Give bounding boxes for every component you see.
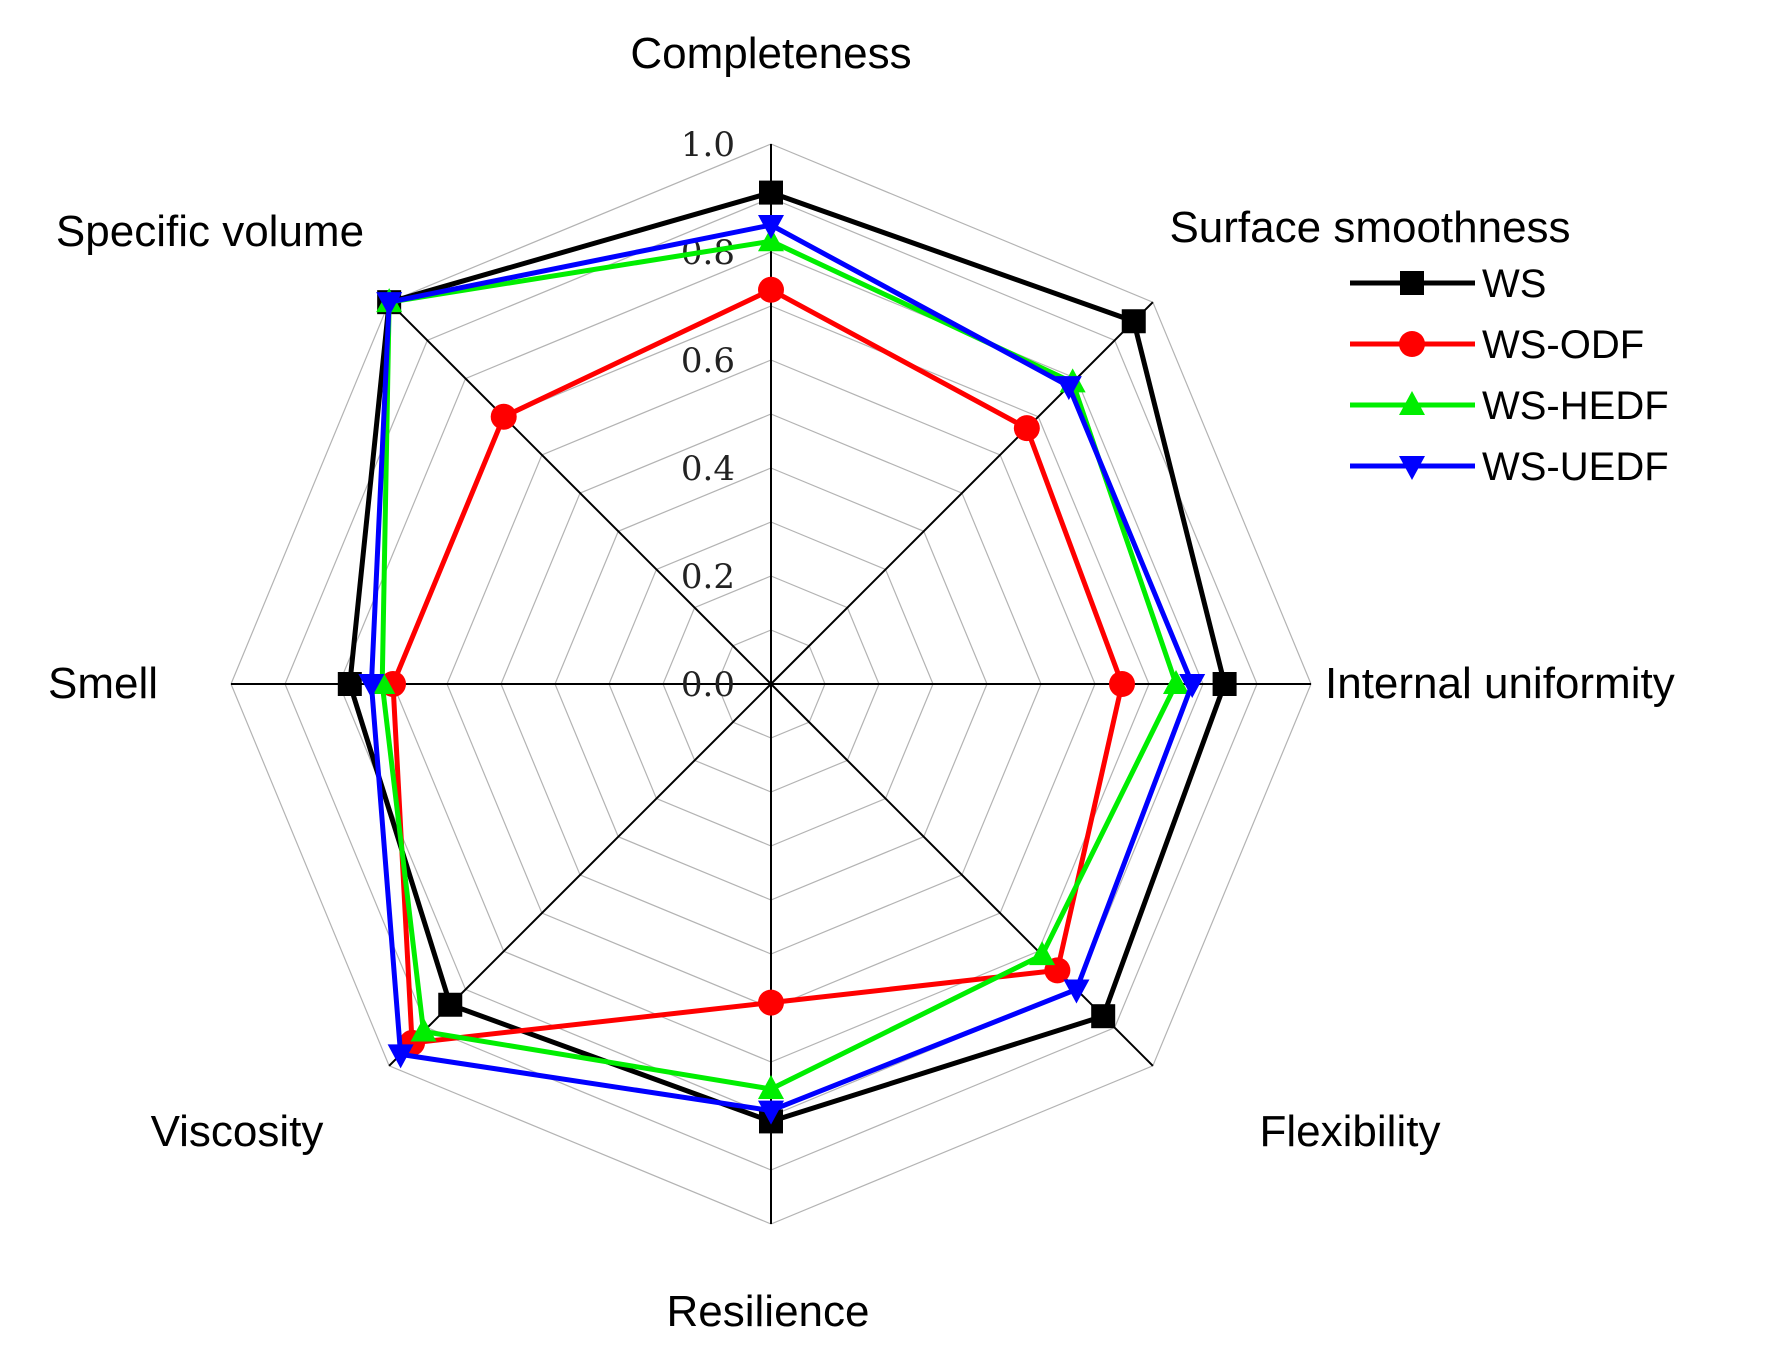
data-point xyxy=(758,1075,784,1099)
series-ws-odf xyxy=(380,276,1135,1056)
legend-item-ws-odf: WS-ODF xyxy=(1350,323,1644,367)
legend-item-ws-uedf: WS-UEDF xyxy=(1350,445,1669,489)
data-series xyxy=(337,180,1237,1134)
axis-label-specific-volume: Specific volume xyxy=(56,207,364,256)
axis-label-surface-smoothness: Surface smoothness xyxy=(1169,203,1570,252)
spoke-surface-smoothness xyxy=(770,301,1154,685)
data-point xyxy=(438,992,463,1017)
data-point xyxy=(358,674,385,698)
data-point xyxy=(1399,456,1425,480)
data-point xyxy=(1055,376,1082,401)
data-point xyxy=(376,292,403,317)
data-point xyxy=(410,1017,437,1042)
data-point xyxy=(490,403,517,430)
data-point xyxy=(1179,674,1206,698)
axis-labels: Completeness Surface smoothness Internal u… xyxy=(48,29,1675,1336)
data-point xyxy=(337,672,362,696)
data-point xyxy=(1013,415,1040,442)
data-point xyxy=(1163,670,1189,694)
data-point xyxy=(758,215,784,239)
axis-label-internal-uniformity: Internal uniformity xyxy=(1325,659,1675,708)
legend-label: WS-ODF xyxy=(1482,323,1644,367)
axis-label-viscosity: Viscosity xyxy=(151,1107,324,1156)
axis-label-completeness: Completeness xyxy=(630,29,911,78)
axis-label-resilience: Resilience xyxy=(667,1287,870,1336)
data-point xyxy=(1212,672,1237,696)
axis-label-flexibility: Flexibility xyxy=(1260,1107,1441,1156)
data-point xyxy=(758,989,784,1016)
data-point xyxy=(758,227,784,252)
data-point xyxy=(758,276,784,303)
data-point xyxy=(1121,309,1146,334)
data-point xyxy=(758,1100,784,1125)
legend-label: WS-UEDF xyxy=(1482,445,1669,489)
spoke-flexibility xyxy=(770,683,1154,1067)
axis-label-smell: Smell xyxy=(48,659,158,708)
series-line xyxy=(368,222,1195,1114)
legend-label: WS-HEDF xyxy=(1482,384,1669,428)
legend: WS WS-ODF WS-HEDF WS-UEDF xyxy=(1350,262,1669,489)
data-point xyxy=(387,1044,414,1069)
data-point xyxy=(1399,391,1425,415)
tick-label: 0.4 xyxy=(681,449,735,489)
data-point xyxy=(1109,671,1135,697)
tick-label: 0.0 xyxy=(681,665,735,705)
legend-label: WS xyxy=(1482,262,1546,306)
data-point xyxy=(1399,331,1425,357)
spoke-specific-volume xyxy=(388,301,772,685)
data-point xyxy=(759,180,783,205)
data-point xyxy=(1091,1004,1116,1029)
legend-item-ws-hedf: WS-HEDF xyxy=(1350,384,1669,428)
tick-label: 0.2 xyxy=(681,557,735,597)
tick-label: 0.6 xyxy=(681,341,735,381)
series-ws-uedf xyxy=(358,215,1206,1125)
data-point xyxy=(1063,979,1090,1004)
data-point xyxy=(1400,271,1424,295)
tick-label: 1.0 xyxy=(681,125,735,165)
legend-item-ws: WS xyxy=(1350,262,1546,306)
data-point xyxy=(1029,941,1056,966)
series-line xyxy=(390,287,1125,1046)
series-ws xyxy=(337,180,1237,1134)
